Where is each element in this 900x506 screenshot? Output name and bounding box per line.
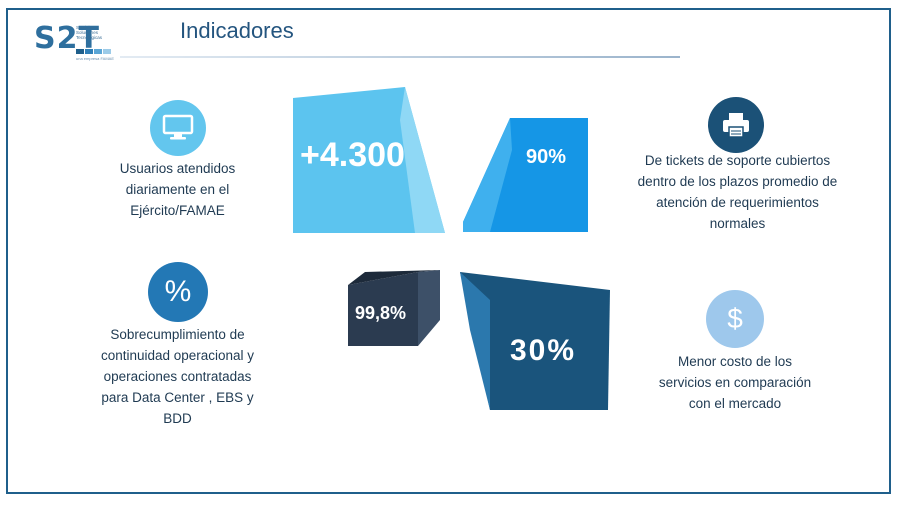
shape-continuidad-side	[418, 270, 440, 346]
label-costo: Menor costo de los servicios en comparac…	[658, 354, 812, 411]
printer-icon	[708, 97, 764, 153]
value-costo: 30%	[510, 334, 577, 367]
value-tickets: 90%	[526, 146, 567, 168]
value-continuidad: 99,8%	[355, 303, 407, 323]
label-usuarios: Usuarios atendidos diariamente en el Ejé…	[119, 161, 236, 218]
page-title: Indicadores	[180, 18, 294, 43]
shape-continuidad-top	[348, 270, 440, 285]
shape-costo	[460, 272, 610, 410]
logo-tagline: una empresa FAMAE	[76, 56, 115, 61]
shape-costo-side	[460, 272, 490, 410]
shape-tickets-side	[463, 118, 512, 232]
title-underline	[120, 56, 680, 58]
logo-subtitle: Servicios y Soluciones Tecnológicas	[76, 25, 103, 40]
percent-icon: %	[148, 262, 208, 322]
label-continuidad: Sobrecumplimiento de continuidad operaci…	[100, 327, 255, 426]
label-tickets: De tickets de soporte cubiertos dentro d…	[637, 153, 838, 231]
s2t-logo: S2T Servicios y Soluciones Tecnológicas …	[34, 22, 124, 62]
dollar-icon: $	[706, 290, 764, 348]
logo-squares	[76, 49, 111, 54]
slide-frame	[6, 8, 891, 494]
monitor-icon	[150, 100, 206, 156]
value-usuarios: +4.300	[300, 136, 405, 174]
shape-usuarios-side	[400, 87, 445, 233]
shape-continuidad	[348, 272, 418, 346]
